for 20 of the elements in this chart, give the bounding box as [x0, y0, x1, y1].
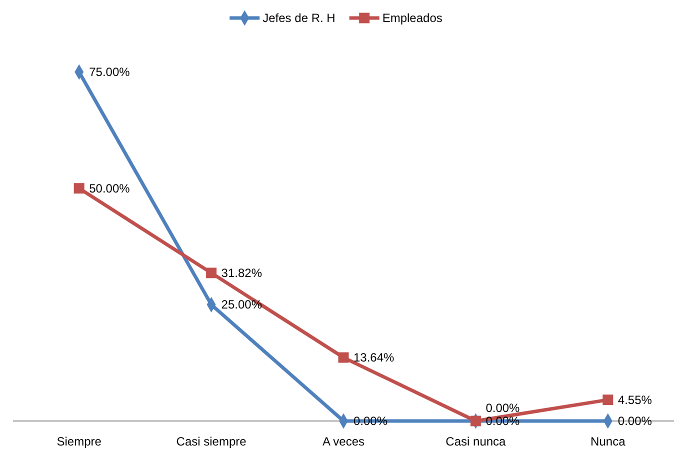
- data-label: 4.55%: [618, 392, 652, 407]
- x-tick-label: Siempre: [56, 434, 102, 449]
- point: [338, 352, 349, 363]
- data-label: 75.00%: [89, 65, 130, 79]
- x-tick-label: Nunca: [590, 434, 626, 449]
- legend-label: Empleados: [382, 11, 442, 25]
- point: [74, 183, 84, 194]
- x-tick-label: A veces: [322, 434, 365, 449]
- x-tick-label: Casi nunca: [446, 434, 506, 449]
- data-label: 13.64%: [354, 350, 395, 365]
- point: [206, 268, 217, 278]
- data-label: 0.00%: [486, 401, 520, 415]
- data-label: 50.00%: [89, 181, 130, 196]
- point: [602, 394, 614, 406]
- data-label: 25.00%: [221, 298, 262, 312]
- data-label: 0.00%: [618, 414, 652, 428]
- legend-label: Jefes de R. H: [262, 11, 336, 25]
- x-tick-label: Casi siempre: [176, 434, 247, 449]
- point: [470, 416, 481, 426]
- data-label: 31.82%: [221, 266, 262, 280]
